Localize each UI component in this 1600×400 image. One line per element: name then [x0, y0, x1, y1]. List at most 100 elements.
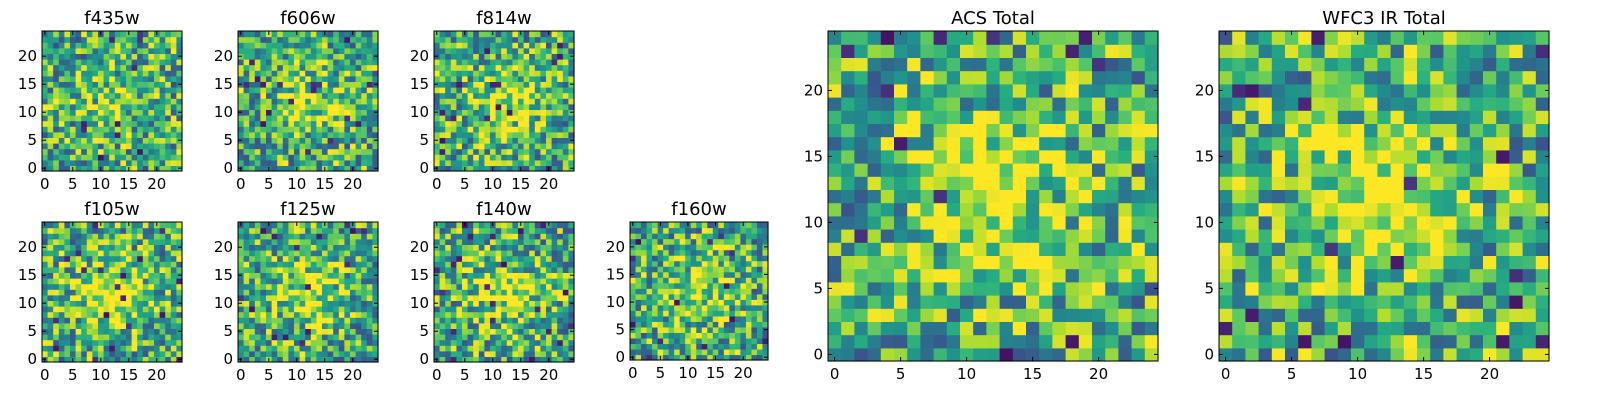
heatmap-cell — [81, 222, 88, 229]
heatmap-cell — [495, 294, 502, 301]
heatmap-cell — [344, 339, 351, 346]
heatmap-cell — [745, 310, 753, 317]
heatmap-cell — [434, 227, 441, 234]
heatmap-cell — [70, 98, 77, 105]
heatmap-cell — [271, 154, 278, 161]
heatmap-cell — [462, 339, 469, 346]
heatmap-cell — [333, 59, 340, 66]
heatmap-cell — [372, 75, 379, 82]
heatmap-cell — [562, 244, 569, 251]
heatmap-cell — [635, 271, 642, 278]
heatmap-cell — [299, 165, 306, 172]
heatmap-cell — [841, 268, 855, 283]
heatmap-cell — [294, 70, 301, 77]
heatmap-cell — [933, 281, 948, 296]
heatmap-cell — [518, 87, 525, 94]
heatmap-cell — [266, 255, 273, 262]
heatmap-cell — [506, 222, 513, 229]
heatmap-image — [434, 31, 575, 172]
heatmap-cell — [238, 120, 245, 127]
heatmap-cell — [946, 242, 961, 256]
heatmap-cell — [546, 81, 553, 88]
heatmap-cell — [294, 131, 301, 138]
heatmap-cell — [1105, 268, 1119, 283]
heatmap-cell — [696, 337, 703, 345]
heatmap-cell — [294, 227, 301, 234]
heatmap-cell — [266, 103, 273, 110]
heatmap-cell — [439, 244, 446, 251]
heatmap-cell — [344, 109, 351, 116]
heatmap-cell — [282, 98, 289, 105]
heatmap-cell — [126, 250, 133, 257]
heatmap-cell — [58, 36, 65, 43]
heatmap-cell — [568, 350, 575, 357]
heatmap-cell — [260, 148, 267, 155]
heatmap-cell — [828, 189, 842, 204]
heatmap-cell — [322, 311, 329, 318]
heatmap-cell — [523, 250, 530, 257]
heatmap-cell — [277, 143, 284, 150]
heatmap-cell — [266, 42, 273, 49]
heatmap-cell — [344, 334, 351, 341]
heatmap-cell — [450, 81, 457, 88]
heatmap-cell — [1026, 163, 1040, 177]
heatmap-cell — [529, 350, 536, 357]
heatmap-cell — [254, 42, 261, 49]
heatmap-cell — [546, 266, 553, 273]
heatmap-cell — [165, 64, 172, 71]
heatmap-cell — [456, 115, 463, 122]
heatmap-cell — [501, 306, 508, 313]
heatmap-cell — [529, 356, 536, 363]
heatmap-cell — [518, 143, 525, 150]
heatmap-cell — [518, 306, 525, 313]
heatmap-cell — [109, 92, 116, 99]
heatmap-cell — [42, 255, 49, 262]
heatmap-cell — [170, 222, 177, 229]
heatmap-cell — [126, 131, 133, 138]
heatmap-cell — [131, 278, 138, 285]
heatmap-cell — [305, 244, 312, 251]
heatmap-cell — [154, 266, 161, 273]
heatmap-cell — [372, 311, 379, 318]
heatmap-cell — [445, 250, 452, 257]
heatmap-cell — [551, 103, 558, 110]
heatmap-cell — [170, 154, 177, 161]
heatmap-cell — [322, 278, 329, 285]
heatmap-cell — [176, 64, 183, 71]
heatmap-cell — [142, 115, 149, 122]
heatmap-cell — [142, 53, 149, 60]
heatmap-cell — [729, 244, 736, 251]
heatmap-cell — [159, 131, 166, 138]
heatmap-cell — [439, 311, 446, 318]
heatmap-cell — [305, 238, 312, 245]
heatmap-cell — [120, 42, 127, 49]
heatmap-cell — [518, 244, 525, 251]
heatmap-cell — [745, 288, 753, 295]
heatmap-cell — [679, 271, 686, 278]
heatmap-cell — [58, 255, 65, 262]
heatmap-cell — [707, 293, 714, 300]
heatmap-cell — [501, 64, 508, 71]
heatmap-cell — [282, 345, 289, 352]
heatmap-cell — [254, 53, 261, 60]
heatmap-cell — [316, 165, 323, 172]
heatmap-cell — [495, 317, 502, 324]
heatmap-cell — [344, 345, 351, 352]
heatmap-cell — [707, 337, 714, 345]
heatmap-cell — [999, 202, 1014, 217]
heatmap-cell — [316, 120, 323, 127]
heatmap-cell — [546, 255, 553, 262]
heatmap-cell — [344, 126, 351, 133]
heatmap-cell — [751, 227, 758, 234]
heatmap-cell — [434, 339, 441, 346]
heatmap-cell — [47, 81, 54, 88]
heatmap-cell — [663, 321, 670, 328]
heatmap-cell — [316, 300, 323, 307]
heatmap-cell — [751, 332, 758, 339]
heatmap-cell — [478, 289, 485, 296]
heatmap-cell — [745, 304, 753, 311]
heatmap-cell — [445, 154, 452, 161]
heatmap-cell — [462, 278, 469, 285]
heatmap-cell — [880, 281, 895, 296]
heatmap-cell — [551, 126, 558, 133]
